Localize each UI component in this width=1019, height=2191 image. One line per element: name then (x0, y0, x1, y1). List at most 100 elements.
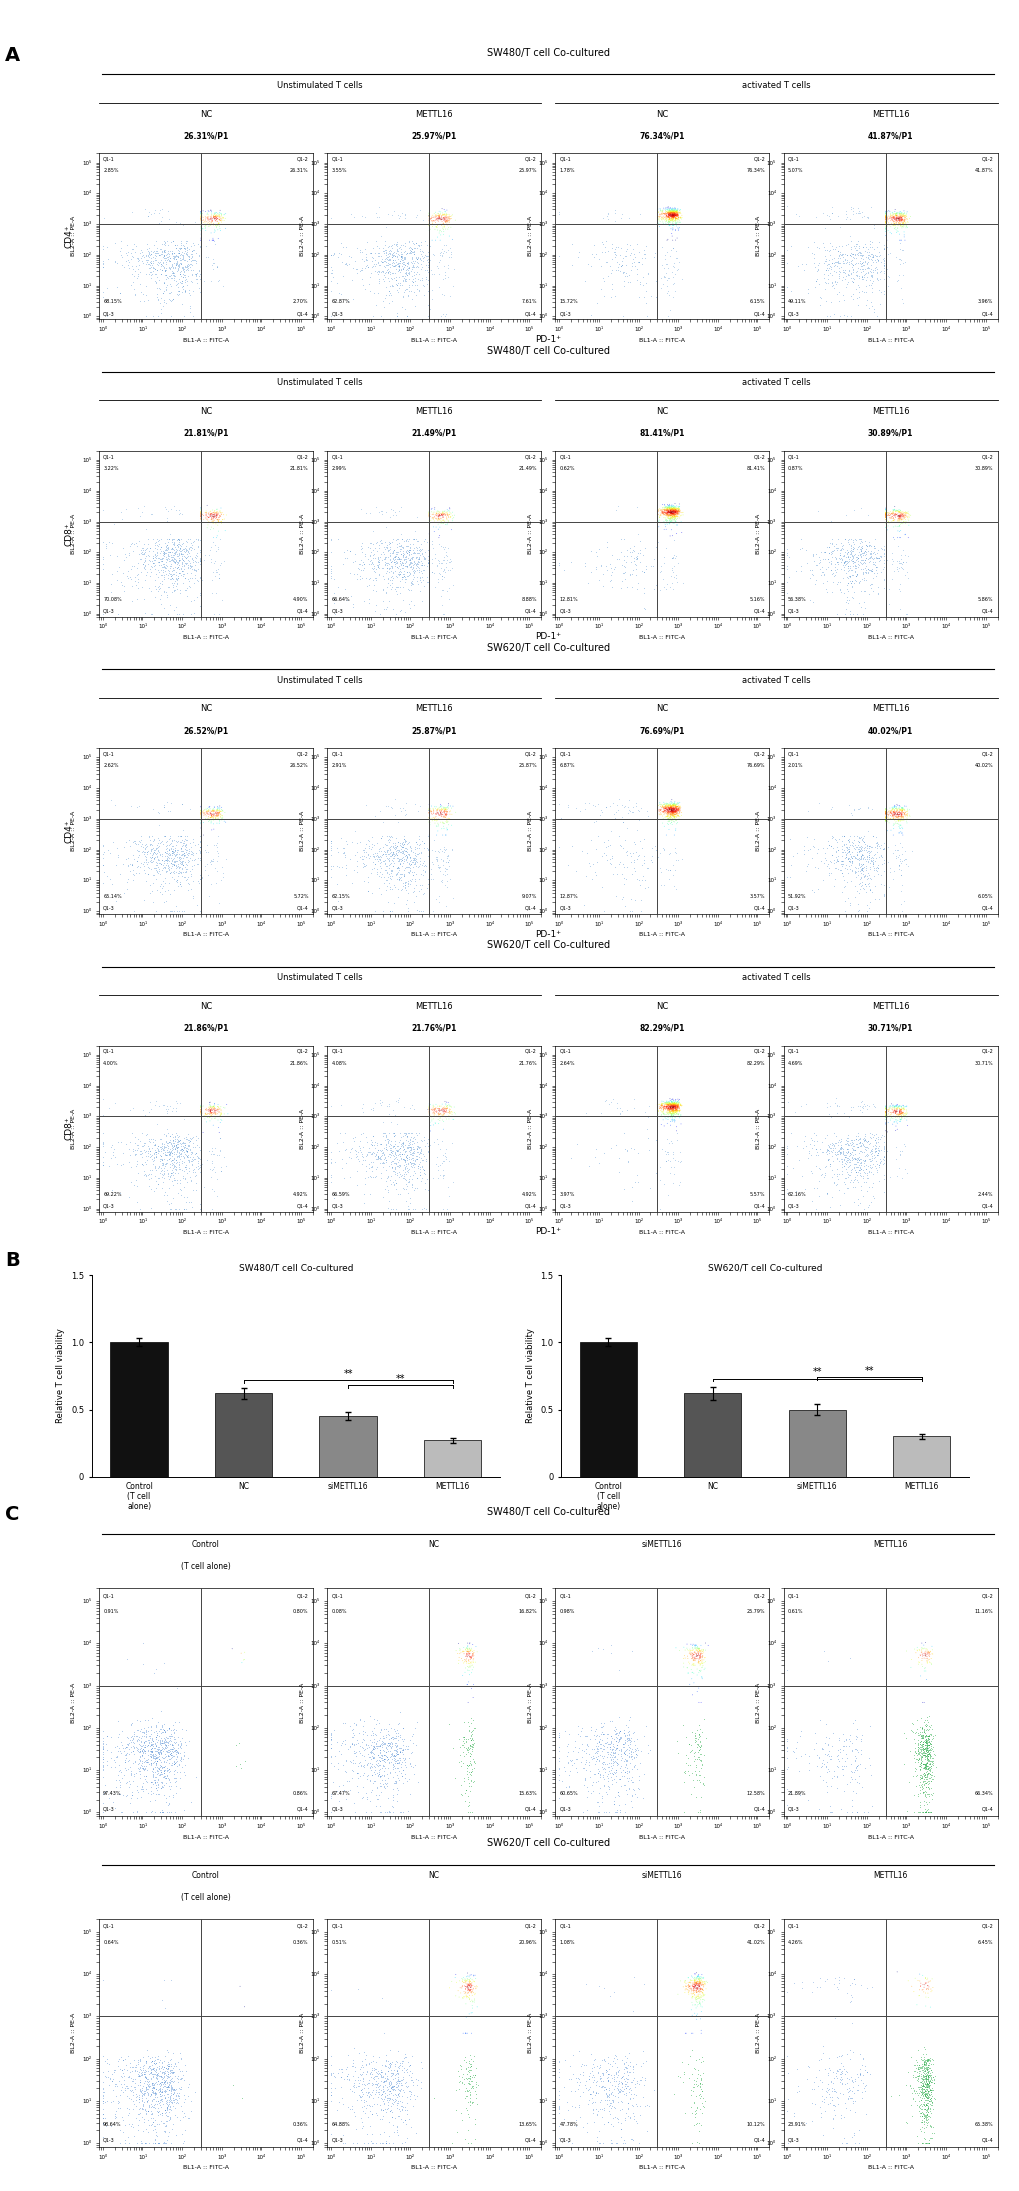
Point (819, 824, 836, 859)
Point (166, 552, 182, 587)
Point (662, 197, 679, 232)
Point (914, 1632, 930, 1667)
Point (663, 798, 680, 833)
Point (126, 276, 143, 311)
Point (390, 1744, 407, 1779)
Point (665, 193, 682, 228)
Point (594, 839, 610, 874)
Point (862, 552, 878, 587)
Point (892, 204, 908, 239)
Point (200, 202, 216, 237)
Point (649, 1087, 665, 1122)
Point (914, 1775, 930, 1810)
Point (410, 543, 426, 578)
Point (916, 1742, 932, 1777)
Point (132, 2125, 149, 2160)
Point (663, 1093, 680, 1128)
Point (95, 1724, 111, 1759)
Point (376, 1733, 392, 1768)
Point (156, 850, 172, 885)
Point (174, 565, 191, 600)
Point (394, 1126, 411, 1161)
Point (361, 1740, 377, 1775)
Point (916, 2075, 932, 2110)
Point (159, 2044, 175, 2079)
Point (376, 289, 392, 324)
Point (370, 1781, 386, 1816)
Point (394, 259, 411, 294)
Point (659, 1137, 676, 1172)
Point (834, 541, 850, 576)
Point (576, 1718, 592, 1753)
Point (405, 2066, 421, 2101)
Point (671, 204, 687, 239)
Point (840, 822, 856, 857)
Point (916, 1759, 932, 1794)
Point (919, 1735, 935, 1770)
Point (459, 1667, 475, 1702)
Point (433, 234, 449, 269)
Text: **: ** (864, 1365, 873, 1376)
Point (165, 2070, 181, 2106)
Point (655, 1109, 672, 1144)
Point (664, 500, 681, 535)
Point (385, 245, 401, 280)
Point (421, 557, 437, 592)
Point (913, 1720, 929, 1755)
Point (659, 195, 676, 230)
Point (923, 1740, 940, 1775)
Point (893, 199, 909, 234)
Point (373, 839, 389, 874)
Point (377, 495, 393, 530)
Point (567, 1729, 583, 1764)
Point (148, 852, 164, 887)
Point (171, 1146, 187, 1181)
Point (664, 1091, 681, 1126)
Point (817, 1177, 834, 1212)
Point (434, 1093, 450, 1128)
Point (622, 1724, 638, 1759)
Point (653, 1131, 669, 1166)
Point (192, 1192, 208, 1227)
Point (359, 1124, 375, 1159)
Point (376, 541, 392, 576)
Point (202, 795, 218, 830)
Point (177, 541, 194, 576)
Point (918, 2051, 934, 2086)
Point (161, 837, 177, 872)
Point (208, 1093, 224, 1128)
Point (663, 195, 680, 230)
Point (458, 2044, 474, 2079)
Point (889, 789, 905, 824)
Point (893, 1096, 909, 1131)
Point (654, 486, 671, 521)
Point (660, 204, 677, 239)
Point (664, 554, 681, 589)
Point (894, 800, 910, 835)
Point (422, 202, 438, 237)
Point (660, 802, 677, 837)
Point (452, 2051, 469, 2086)
Point (841, 237, 857, 272)
Point (440, 199, 457, 234)
Point (454, 1634, 471, 1670)
Point (917, 2079, 933, 2114)
Point (391, 269, 408, 305)
Point (146, 546, 162, 581)
Point (665, 787, 682, 822)
Point (421, 1188, 437, 1223)
Point (818, 1744, 835, 1779)
Point (862, 528, 878, 563)
Point (194, 1146, 210, 1181)
Text: Q1-1: Q1-1 (787, 752, 799, 756)
Point (868, 541, 884, 576)
Point (680, 1645, 696, 1680)
Point (181, 521, 198, 557)
Point (915, 2084, 931, 2119)
Point (887, 206, 903, 241)
Point (170, 1146, 186, 1181)
Point (689, 1959, 705, 1994)
Point (691, 1740, 707, 1775)
Point (662, 195, 679, 230)
Point (688, 2106, 704, 2141)
